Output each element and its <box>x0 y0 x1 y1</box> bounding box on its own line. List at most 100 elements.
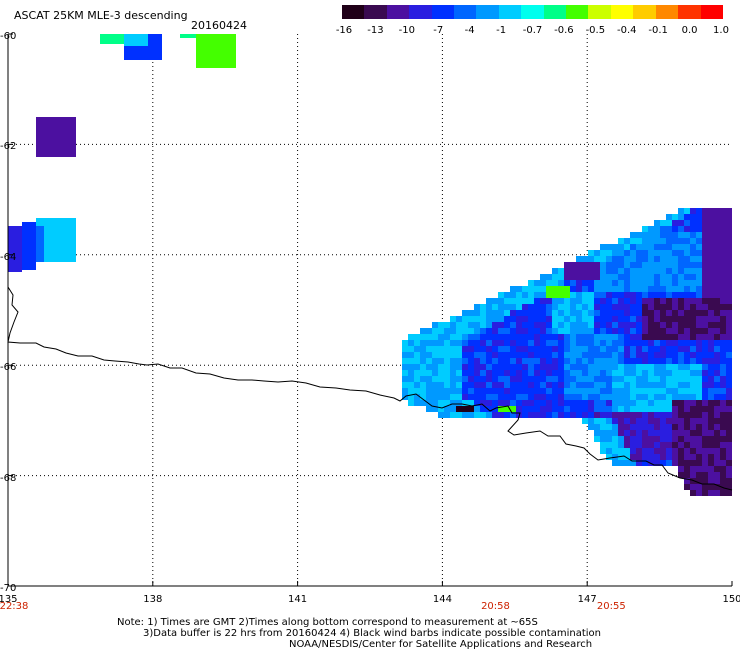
mle-cell <box>504 394 510 400</box>
mle-cell <box>714 460 720 466</box>
mle-cell <box>552 334 558 340</box>
mle-cell <box>636 418 642 424</box>
mle-cell <box>408 394 414 400</box>
mle-cell <box>714 346 720 352</box>
mle-cell <box>690 466 696 472</box>
mle-cell <box>594 304 600 310</box>
mle-cell <box>708 484 714 490</box>
mle-cell <box>540 340 546 346</box>
mle-cell <box>480 304 486 310</box>
mle-cell <box>456 412 462 418</box>
mle-cell <box>516 346 522 352</box>
mle-cell <box>660 310 666 316</box>
mle-cell <box>684 358 690 364</box>
colorbar <box>342 5 723 19</box>
mle-cell <box>654 256 660 262</box>
mle-cell <box>594 400 600 406</box>
mle-cell <box>444 358 450 364</box>
mle-cell <box>606 394 612 400</box>
mle-cell <box>714 382 720 388</box>
mle-cell <box>696 340 702 346</box>
colorbar-label: -0.1 <box>648 25 668 36</box>
mle-cell <box>642 298 648 304</box>
mle-cell <box>618 382 624 388</box>
mle-cell <box>702 406 708 412</box>
mle-cell <box>456 328 462 334</box>
mle-cell <box>666 442 672 448</box>
mle-cell <box>510 316 516 322</box>
mle-cell <box>588 262 594 268</box>
mle-cell <box>648 286 654 292</box>
mle-cell <box>720 358 726 364</box>
mle-cell <box>612 388 618 394</box>
mle-cell <box>480 328 486 334</box>
mle-cell <box>486 394 492 400</box>
mle-cell <box>642 346 648 352</box>
mle-cell <box>648 436 654 442</box>
mle-cell <box>588 334 594 340</box>
colorbar-swatch <box>566 5 589 19</box>
mle-cell <box>570 316 576 322</box>
mle-cell <box>570 382 576 388</box>
mle-cell <box>714 334 720 340</box>
mle-cell <box>582 406 588 412</box>
mle-cell <box>708 208 714 214</box>
mle-cell <box>552 280 558 286</box>
mle-cell <box>576 274 582 280</box>
mle-cell <box>552 310 558 316</box>
mle-cell <box>696 388 702 394</box>
mle-cell <box>630 316 636 322</box>
mle-cell <box>540 334 546 340</box>
mle-cell <box>540 304 546 310</box>
mle-cell <box>666 274 672 280</box>
mle-cell <box>528 340 534 346</box>
mle-cell <box>540 286 546 292</box>
mle-cell <box>714 220 720 226</box>
mle-cell <box>678 406 684 412</box>
mle-cell <box>594 334 600 340</box>
mle-cell <box>708 244 714 250</box>
mle-cell <box>450 382 456 388</box>
mle-cell <box>534 358 540 364</box>
mle-cell <box>714 436 720 442</box>
mle-cell <box>714 316 720 322</box>
mle-cell <box>552 412 558 418</box>
mle-cell <box>600 268 606 274</box>
mle-cell <box>528 388 534 394</box>
mle-cell <box>672 418 678 424</box>
mle-cell <box>612 244 618 250</box>
mle-cell <box>456 388 462 394</box>
mle-cell <box>672 448 678 454</box>
mle-cell <box>498 310 504 316</box>
mle-cell <box>654 286 660 292</box>
mle-cell <box>594 406 600 412</box>
mle-cell <box>660 232 666 238</box>
mle-cell <box>708 280 714 286</box>
mle-cell <box>660 280 666 286</box>
mle-cell <box>708 388 714 394</box>
mle-cell <box>666 352 672 358</box>
colorbar-swatch <box>521 5 544 19</box>
mle-cell <box>690 238 696 244</box>
mle-cell <box>468 400 474 406</box>
mle-cell <box>696 346 702 352</box>
mle-cell <box>594 382 600 388</box>
mle-cell <box>444 364 450 370</box>
mle-cell <box>708 448 714 454</box>
mle-cell <box>630 262 636 268</box>
mle-cell <box>588 250 594 256</box>
mle-cell <box>660 346 666 352</box>
mle-cell <box>672 256 678 262</box>
mle-cell <box>594 352 600 358</box>
mle-cell <box>660 334 666 340</box>
mle-cell <box>702 328 708 334</box>
mle-cell <box>648 418 654 424</box>
mle-cell <box>534 316 540 322</box>
mle-cell <box>720 466 726 472</box>
mle-cell <box>450 394 456 400</box>
mle-cell <box>684 472 690 478</box>
mle-cell <box>504 352 510 358</box>
mle-cell <box>540 406 546 412</box>
mle-cell <box>558 382 564 388</box>
mle-cell <box>654 442 660 448</box>
